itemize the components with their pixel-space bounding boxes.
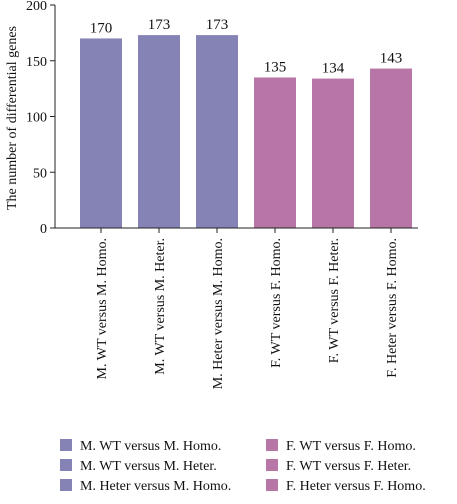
- x-axis: M. WT versus M. Homo. M. WT versus M. Het…: [55, 227, 418, 389]
- x-tick-label-5: F. WT versus F. Heter.: [327, 238, 342, 363]
- bar-3: [196, 35, 238, 229]
- legend: M. WT versus M. Homo. M. WT versus M. Het…: [60, 439, 426, 494]
- x-tick-label-3: M. Heter versus M. Homo.: [211, 238, 226, 389]
- y-tick-label-0: 0: [40, 222, 47, 237]
- bar-value-label-4: 135: [264, 59, 287, 75]
- legend-swatch-4: [266, 439, 278, 451]
- y-axis-title: The number of differential genes: [5, 26, 20, 210]
- legend-label-1: M. WT versus M. Homo.: [80, 439, 221, 454]
- legend-swatch-2: [60, 459, 72, 471]
- legend-swatch-3: [60, 479, 72, 491]
- x-tick-label-4: F. WT versus F. Homo.: [269, 238, 284, 368]
- legend-swatch-1: [60, 439, 72, 451]
- bar-value-label-3: 173: [206, 17, 229, 33]
- bar-2: [138, 35, 180, 229]
- legend-swatch-6: [266, 479, 278, 491]
- legend-swatch-5: [266, 459, 278, 471]
- legend-label-3: M. Heter versus M. Homo.: [80, 479, 231, 494]
- legend-label-6: F. Heter versus F. Homo.: [286, 479, 426, 494]
- bar-value-label-2: 173: [148, 17, 171, 33]
- bar-6: [370, 68, 412, 229]
- y-tick-label-1: 50: [33, 166, 47, 181]
- y-axis: 0 50 100 150 200: [26, 0, 56, 237]
- bar-1: [80, 38, 122, 229]
- y-tick-label-2: 100: [26, 111, 47, 126]
- bar-value-label-6: 143: [380, 51, 403, 67]
- legend-label-5: F. WT versus F. Heter.: [286, 459, 411, 474]
- bar-value-label-1: 170: [90, 20, 113, 36]
- bars: 170 173 173 135 134 143: [80, 17, 412, 229]
- bar-4: [254, 77, 296, 228]
- x-tick-label-2: M. WT versus M. Heter.: [153, 238, 168, 375]
- y-tick-label-3: 150: [26, 55, 47, 70]
- legend-label-2: M. WT versus M. Heter.: [80, 459, 217, 474]
- x-tick-label-1: M. WT versus M. Homo.: [95, 238, 110, 379]
- bar-5: [312, 78, 354, 228]
- y-tick-label-4: 200: [26, 0, 47, 14]
- bar-value-label-5: 134: [322, 61, 345, 77]
- x-tick-label-6: F. Heter versus F. Homo.: [385, 238, 400, 378]
- legend-label-4: F. WT versus F. Homo.: [286, 439, 416, 454]
